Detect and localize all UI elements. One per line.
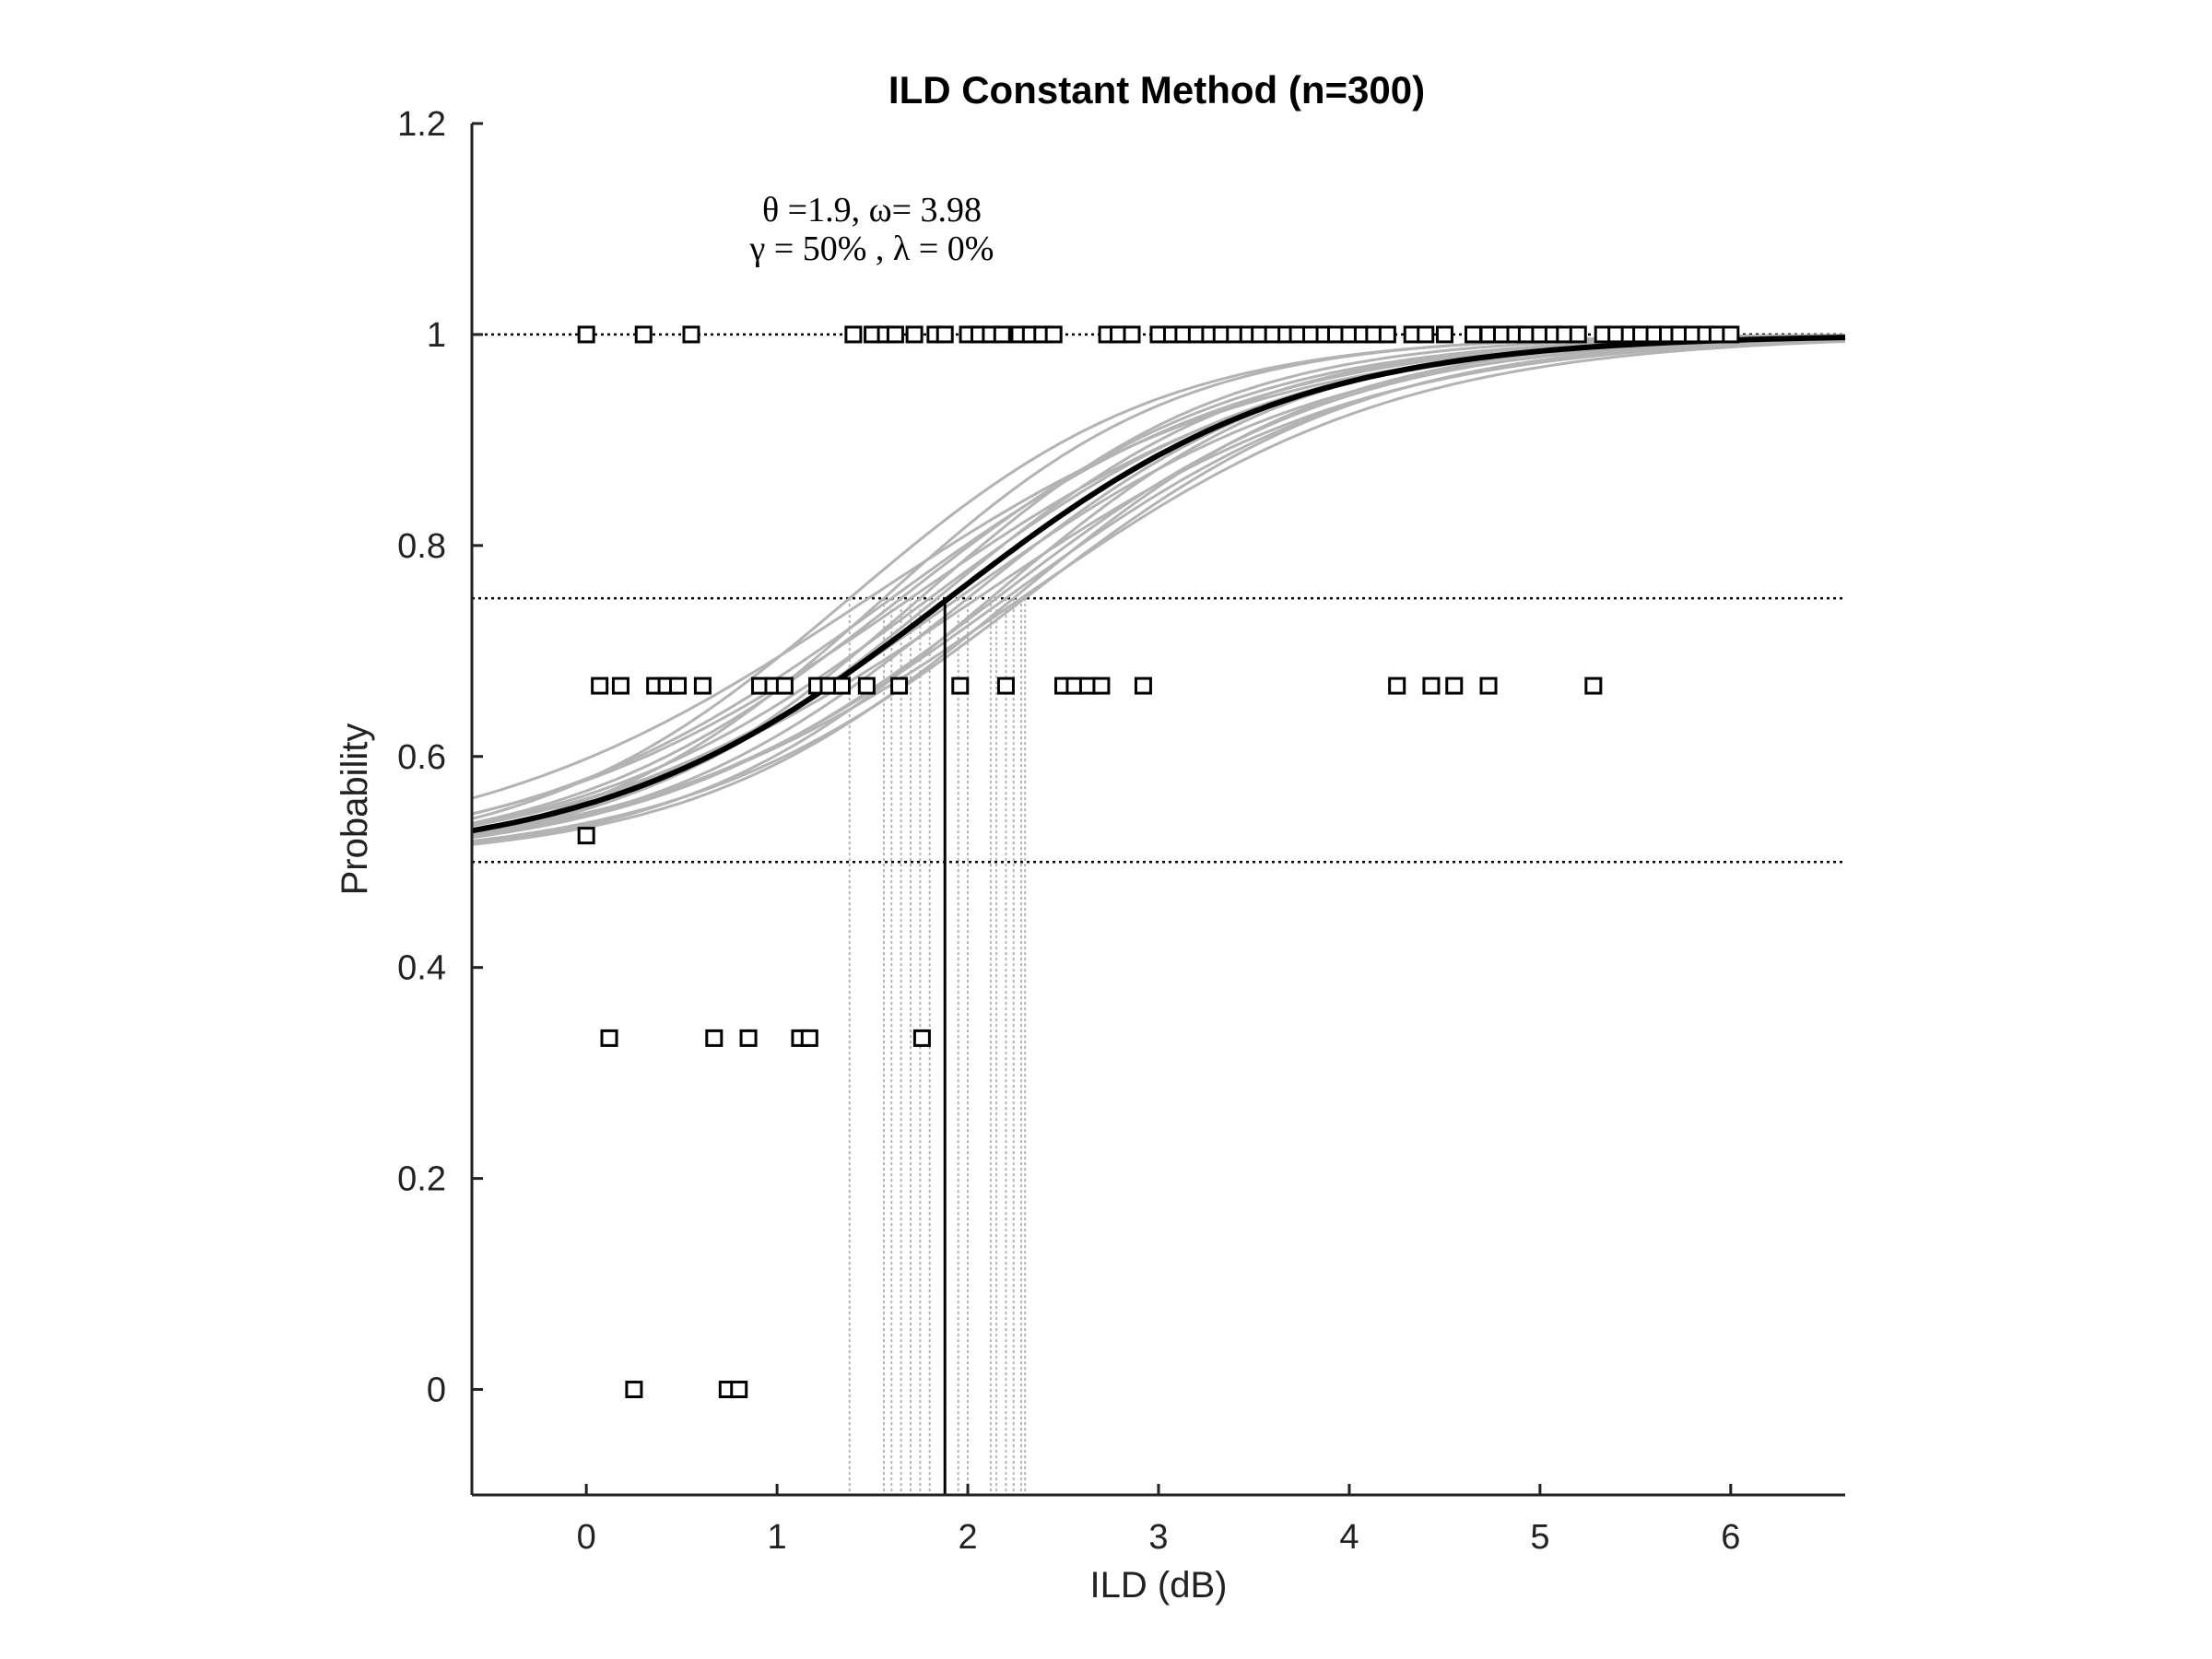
bootstrap-curve: [471, 340, 1846, 836]
data-point: [935, 325, 954, 344]
data-point: [1464, 325, 1482, 344]
y-tick-label: 1.2: [397, 105, 446, 144]
bootstrap-curve: [471, 337, 1846, 842]
x-tick-label: 6: [1721, 1518, 1740, 1557]
data-point: [634, 325, 653, 344]
data-point: [1479, 677, 1498, 695]
x-tick-label: 5: [1530, 1518, 1549, 1557]
data-point: [591, 677, 609, 695]
y-tick-label: 0.4: [397, 949, 446, 988]
data-point: [857, 677, 876, 695]
data-point: [800, 1029, 818, 1047]
bootstrap-curve: [471, 336, 1846, 840]
data-point: [1445, 677, 1464, 695]
x-tick-label: 2: [958, 1518, 977, 1557]
data-point: [1123, 325, 1141, 344]
data-point: [1092, 677, 1111, 695]
data-point: [682, 325, 700, 344]
data-point: [730, 1381, 748, 1399]
bootstrap-curve: [471, 335, 1846, 839]
data-point: [890, 677, 909, 695]
data-point: [951, 677, 970, 695]
data-point: [611, 677, 629, 695]
bootstrap-curve: [471, 334, 1845, 833]
y-tick-label: 0: [427, 1371, 446, 1410]
data-point: [844, 325, 863, 344]
x-tick-label: 4: [1339, 1518, 1359, 1557]
data-point: [993, 325, 1011, 344]
y-tick-label: 0.8: [397, 527, 446, 566]
data-point: [1044, 325, 1063, 344]
data-point: [669, 677, 687, 695]
chart-title: ILD Constant Method (n=300): [888, 68, 1425, 112]
x-tick-label: 0: [577, 1518, 596, 1557]
data-point: [739, 1029, 758, 1047]
data-point: [1134, 677, 1152, 695]
data-point: [996, 677, 1015, 695]
data-point: [705, 1029, 724, 1047]
y-ticks: 0 0.2 0.4 0.6 0.8 1 1.2: [397, 105, 483, 1410]
data-point: [600, 1029, 618, 1047]
data-point: [577, 325, 595, 344]
plot-area: [471, 325, 1846, 1495]
data-point: [1584, 677, 1603, 695]
data-point: [905, 325, 924, 344]
data-point: [1722, 325, 1740, 344]
data-point: [912, 1029, 931, 1047]
bootstrap-curve: [471, 337, 1846, 828]
data-point: [775, 677, 794, 695]
data-point: [1378, 325, 1396, 344]
data-point: [832, 677, 851, 695]
parameter-annotation-line1: θ =1.9, ω= 3.98: [762, 191, 982, 229]
bootstrap-curve: [471, 334, 1846, 838]
y-axis-label: Probability: [335, 724, 375, 896]
parameter-annotation-line2: γ = 50% , λ = 0%: [749, 229, 994, 268]
fit-curve: [471, 335, 1846, 834]
data-point: [1435, 325, 1453, 344]
data-point: [1422, 677, 1441, 695]
bootstrap-curve: [471, 338, 1846, 837]
data-point: [1417, 325, 1435, 344]
y-tick-label: 1: [427, 316, 446, 355]
y-tick-label: 0.6: [397, 738, 446, 777]
data-point: [625, 1381, 643, 1399]
x-tick-label: 3: [1148, 1518, 1168, 1557]
bootstrap-curve: [471, 336, 1846, 816]
data-point: [886, 325, 904, 344]
bootstrap-curve: [471, 334, 1845, 820]
data-point: [1569, 325, 1587, 344]
data-point: [577, 827, 595, 845]
x-ticks: 0 1 2 3 4 5 6: [577, 1484, 1740, 1557]
bootstrap-curve: [471, 339, 1846, 827]
y-tick-label: 0.2: [397, 1160, 446, 1199]
x-axis-label: ILD (dB): [1090, 1565, 1228, 1606]
data-point: [1388, 677, 1406, 695]
bootstrap-curve: [471, 335, 1846, 825]
x-tick-label: 1: [768, 1518, 787, 1557]
data-point: [693, 677, 712, 695]
